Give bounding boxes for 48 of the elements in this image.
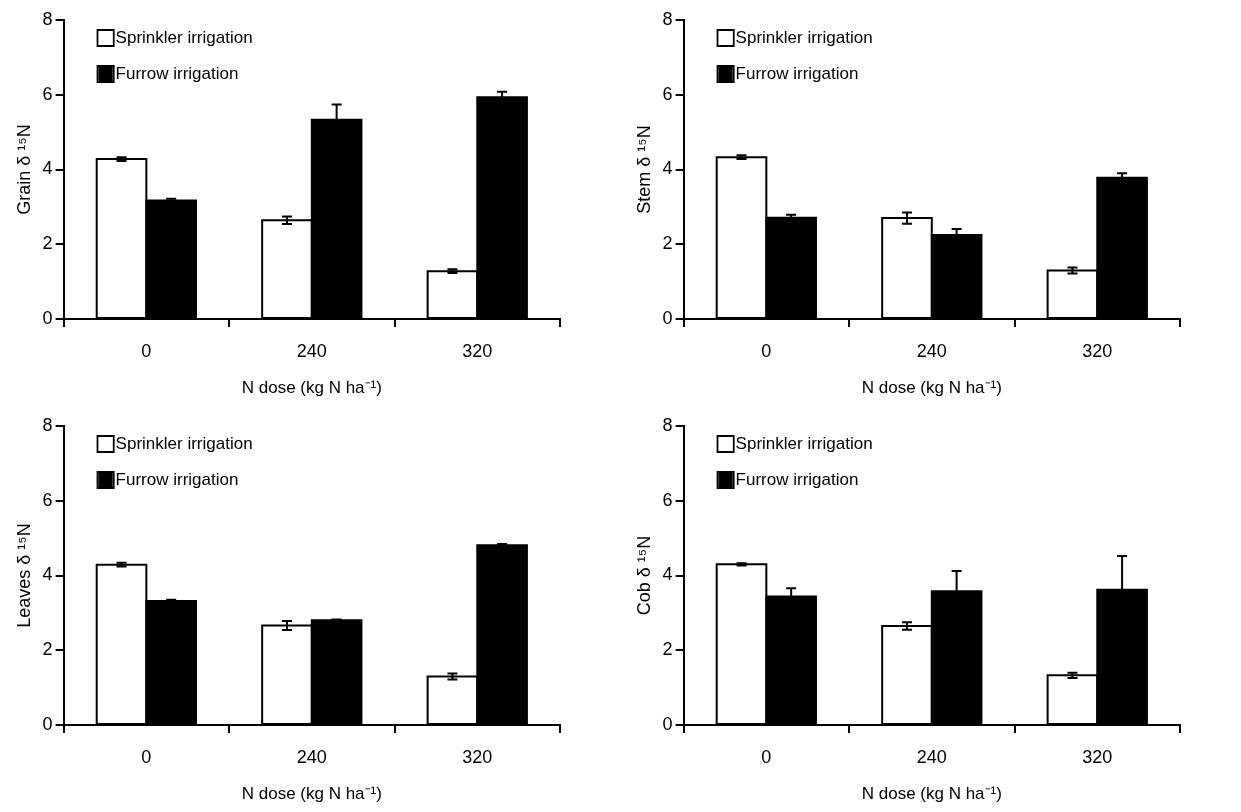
- y-tick-label: 8: [42, 414, 53, 435]
- x-tick-label: 320: [462, 746, 493, 767]
- x-tick-label: 320: [1082, 746, 1113, 767]
- y-axis-title: Stem δ ¹⁵N: [633, 125, 654, 214]
- x-tick-label: 240: [296, 746, 327, 767]
- x-tick-label: 240: [916, 746, 947, 767]
- legend-label: Sprinkler irrigation: [735, 27, 873, 47]
- y-tick-label: 8: [662, 414, 673, 435]
- y-tick-label: 4: [662, 564, 673, 585]
- y-tick-label: 2: [42, 639, 53, 660]
- y-tick-label: 6: [42, 83, 53, 104]
- x-axis-title: N dose (kg N ha⁻¹): [861, 784, 1002, 804]
- x-tick-label: 0: [141, 340, 152, 361]
- x-tick-label: 0: [141, 746, 152, 767]
- y-tick-label: 4: [42, 564, 53, 585]
- legend-label: Furrow irrigation: [735, 469, 859, 489]
- legend-label: Sprinkler irrigation: [735, 433, 873, 453]
- x-tick-label: 240: [916, 340, 947, 361]
- x-tick-label: 0: [761, 340, 772, 361]
- x-axis-title: N dose (kg N ha⁻¹): [241, 784, 382, 804]
- y-axis-title: Grain δ ¹⁵N: [13, 124, 34, 215]
- x-tick-label: 320: [1082, 340, 1113, 361]
- legend-label: Furrow irrigation: [115, 63, 239, 83]
- y-tick-label: 6: [662, 83, 673, 104]
- y-tick-label: 8: [662, 8, 673, 29]
- x-tick-label: 240: [296, 340, 327, 361]
- y-tick-label: 4: [42, 158, 53, 179]
- legend-label: Furrow irrigation: [735, 63, 859, 83]
- legend-label: Sprinkler irrigation: [115, 433, 253, 453]
- y-axis-title: Cob δ ¹⁵N: [633, 535, 654, 616]
- y-axis-title: Leaves δ ¹⁵N: [13, 523, 34, 628]
- legend-label: Furrow irrigation: [115, 469, 239, 489]
- x-axis-title: N dose (kg N ha⁻¹): [241, 378, 382, 398]
- y-tick-label: 2: [662, 639, 673, 660]
- y-tick-label: 0: [42, 307, 53, 328]
- x-tick-label: 320: [462, 340, 493, 361]
- y-tick-label: 2: [42, 233, 53, 254]
- x-axis-title: N dose (kg N ha⁻¹): [861, 378, 1002, 398]
- y-tick-label: 0: [662, 307, 673, 328]
- y-tick-label: 0: [662, 713, 673, 734]
- y-tick-label: 6: [662, 489, 673, 510]
- y-tick-label: 8: [42, 8, 53, 29]
- x-tick-label: 0: [761, 746, 772, 767]
- y-tick-label: 4: [662, 158, 673, 179]
- y-tick-label: 6: [42, 489, 53, 510]
- y-tick-label: 0: [42, 713, 53, 734]
- legend-label: Sprinkler irrigation: [115, 27, 253, 47]
- y-tick-label: 2: [662, 233, 673, 254]
